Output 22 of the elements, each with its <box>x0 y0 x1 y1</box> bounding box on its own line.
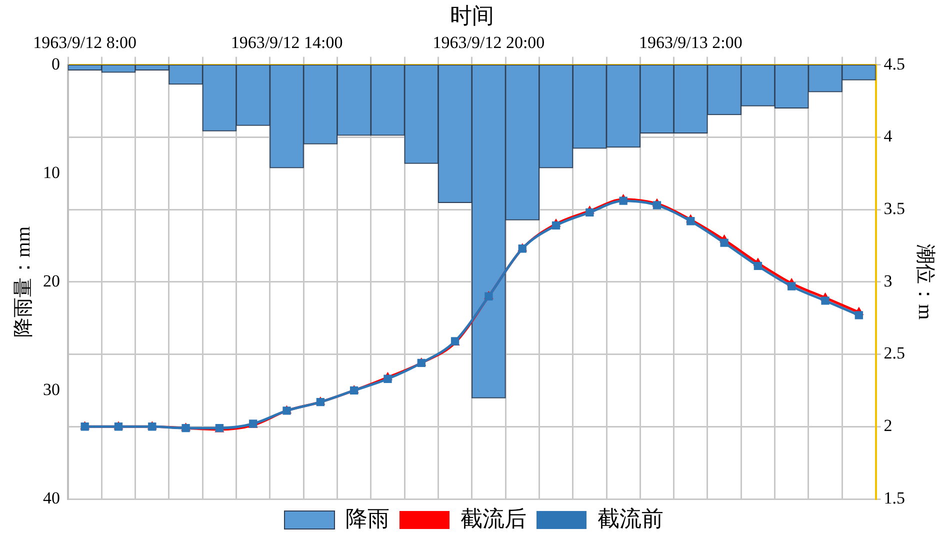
y-tick-label: 20 <box>43 271 60 290</box>
legend-label: 降雨 <box>346 506 390 531</box>
x-tick-label: 1963/9/12 8:00 <box>33 33 137 52</box>
x-tick-label: 1963/9/12 20:00 <box>432 33 545 52</box>
y-tick-label: 10 <box>43 162 60 182</box>
x-tick-label: 1963/9/13 2:00 <box>638 33 742 52</box>
y2-tick-label: 2.5 <box>884 344 905 363</box>
y2-tick-label: 2 <box>884 416 892 436</box>
legend-label: 截流前 <box>598 506 664 531</box>
y-tick-label: 30 <box>43 380 60 399</box>
y-tick-label: 0 <box>52 54 60 74</box>
legend-label: 截流后 <box>460 506 526 531</box>
y2-tick-label: 1.5 <box>884 488 905 508</box>
y2-tick-label: 3.5 <box>884 199 905 218</box>
x-axis-title: 时间 <box>450 2 494 28</box>
y2-tick-label: 4 <box>884 126 893 146</box>
y-tick-label: 40 <box>43 488 60 508</box>
y2-tick-label: 3 <box>884 271 892 290</box>
y2-axis-title: 潮位：m <box>914 244 936 320</box>
x-tick-label: 1963/9/12 14:00 <box>230 33 343 52</box>
y2-tick-label: 4.5 <box>884 54 905 74</box>
y-axis-title: 降雨量：mm <box>12 226 34 338</box>
